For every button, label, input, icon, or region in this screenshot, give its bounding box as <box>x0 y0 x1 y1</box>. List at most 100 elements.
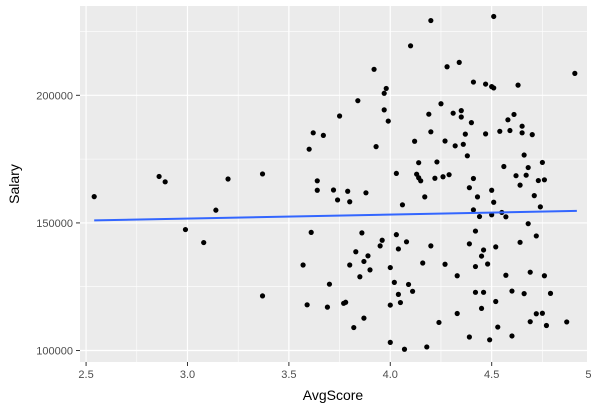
data-point <box>334 197 341 203</box>
data-point <box>478 305 485 312</box>
data-point <box>452 143 458 149</box>
data-point <box>442 261 448 267</box>
data-point <box>326 281 333 287</box>
data-point <box>470 207 477 213</box>
data-point <box>387 339 393 345</box>
data-point <box>418 178 424 184</box>
data-point <box>511 111 517 118</box>
data-point <box>381 107 387 113</box>
data-point <box>446 172 452 178</box>
data-point <box>347 199 353 205</box>
data-point <box>391 279 397 285</box>
data-point <box>387 264 393 271</box>
data-point <box>543 322 550 329</box>
data-point <box>485 261 491 267</box>
data-point <box>357 274 363 280</box>
data-point <box>213 207 219 213</box>
x-tick-label: 5.0 <box>585 369 592 381</box>
plot-panel <box>80 6 587 362</box>
data-point <box>442 138 448 144</box>
minor-gridlines <box>80 6 587 362</box>
data-points <box>91 13 578 352</box>
x-tick-labels: 2.5 3.0 3.5 4.0 4.5 5.0 <box>78 369 592 381</box>
data-point <box>412 138 418 144</box>
data-point <box>533 311 539 317</box>
data-point <box>343 299 349 305</box>
data-point <box>456 59 462 65</box>
data-point <box>460 141 466 147</box>
data-point <box>519 123 525 129</box>
data-point <box>353 249 359 255</box>
data-point <box>428 17 434 24</box>
data-point <box>395 291 401 297</box>
data-point <box>519 130 525 136</box>
x-tick-label: 3.5 <box>281 369 296 381</box>
data-point <box>547 290 554 296</box>
data-point <box>489 187 495 193</box>
data-point <box>156 173 162 180</box>
data-point <box>472 289 479 295</box>
data-point <box>359 230 365 236</box>
data-point <box>438 101 444 107</box>
data-point <box>259 171 266 177</box>
data-point <box>517 239 523 245</box>
data-point <box>507 127 513 134</box>
data-point <box>503 214 509 220</box>
data-point <box>529 132 535 138</box>
data-point <box>533 233 539 239</box>
data-point <box>314 187 320 193</box>
data-point <box>420 260 426 266</box>
x-tick-label: 2.5 <box>78 369 93 381</box>
y-tick-label: 200000 <box>36 90 73 102</box>
data-point <box>491 199 497 205</box>
data-point <box>531 193 537 199</box>
data-point <box>541 177 548 183</box>
data-point <box>373 144 379 150</box>
data-point <box>527 269 533 275</box>
data-point <box>517 182 523 188</box>
data-point <box>564 319 570 325</box>
data-point <box>535 177 541 184</box>
data-point <box>434 159 440 165</box>
data-point <box>480 289 487 295</box>
data-point <box>407 43 414 49</box>
data-point <box>182 226 189 233</box>
data-point <box>259 293 266 299</box>
data-point <box>572 70 578 76</box>
data-point <box>314 178 320 184</box>
data-point <box>345 188 351 194</box>
data-point <box>387 302 393 308</box>
data-point <box>308 229 314 235</box>
data-point <box>436 319 442 326</box>
data-point <box>458 114 464 120</box>
data-point <box>472 263 479 270</box>
data-point <box>468 120 475 126</box>
data-point <box>363 190 369 196</box>
data-point <box>497 128 503 134</box>
data-point <box>371 66 377 72</box>
data-point <box>539 159 545 166</box>
data-point <box>403 239 410 245</box>
data-point <box>503 272 509 278</box>
data-point <box>509 288 515 294</box>
data-point <box>385 118 391 124</box>
data-point <box>91 194 97 200</box>
data-point <box>426 111 432 117</box>
data-point <box>525 164 531 171</box>
data-point <box>381 90 387 96</box>
data-point <box>454 310 460 317</box>
data-point <box>476 213 483 220</box>
data-point <box>472 228 479 234</box>
data-point <box>383 85 389 92</box>
data-point <box>422 194 428 200</box>
data-point <box>405 281 412 288</box>
data-point <box>428 243 434 249</box>
trend-line <box>94 209 577 222</box>
y-axis-title: Salary <box>6 164 22 204</box>
data-point <box>462 131 468 137</box>
data-point <box>361 315 367 321</box>
data-point <box>478 253 485 259</box>
data-point <box>466 334 472 340</box>
data-point <box>539 310 545 316</box>
data-point <box>201 239 207 246</box>
